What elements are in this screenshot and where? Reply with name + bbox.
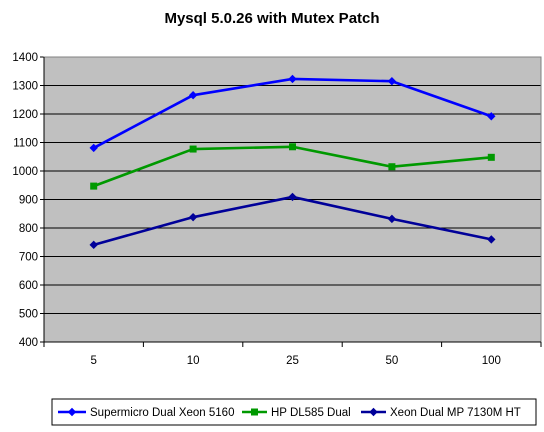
data-point-series-2 xyxy=(90,182,98,190)
legend-marker-3 xyxy=(369,407,378,417)
data-point-series-2 xyxy=(289,143,296,151)
legend-box xyxy=(51,398,537,426)
data-point-series-2 xyxy=(487,153,495,161)
y-tick-label: 1300 xyxy=(12,81,38,93)
y-tick-label: 1200 xyxy=(12,109,38,121)
y-tick-label: 700 xyxy=(19,252,38,264)
plot-area: 400 500 600 700 800 900 1000 1100 1200 1300 1400 5 1… xyxy=(12,52,542,367)
data-point-series-3 xyxy=(487,235,496,244)
y-tick-label: 800 xyxy=(19,223,38,235)
legend-marker-2 xyxy=(251,408,258,416)
y-tick-label: 600 xyxy=(19,280,38,292)
y-tick-label: 900 xyxy=(19,195,38,207)
legend-label-2: HP DL585 Dual xyxy=(271,407,351,419)
y-tick-label: 1400 xyxy=(12,52,38,64)
legend-label-3: Xeon Dual MP 7130M HT xyxy=(390,407,521,419)
x-tick-label: 5 xyxy=(90,355,96,367)
y-tick-label: 1000 xyxy=(12,166,38,178)
legend-label-1: Supermicro Dual Xeon 5160 xyxy=(90,407,234,419)
y-tick-label: 1100 xyxy=(13,138,38,150)
data-point-series-1 xyxy=(387,77,397,86)
x-tick-label: 25 xyxy=(286,355,299,367)
data-point-series-2 xyxy=(388,163,396,171)
data-point-series-3 xyxy=(387,214,397,224)
data-point-series-1 xyxy=(89,143,98,153)
data-point-series-1 xyxy=(487,112,496,121)
y-tick-label: 400 xyxy=(19,337,38,349)
x-tick-label: 100 xyxy=(482,355,501,367)
legend: Supermicro Dual Xeon 5160 HP DL585 Dual Xe… xyxy=(51,398,537,426)
y-tick-label: 500 xyxy=(19,309,38,321)
data-point-series-3 xyxy=(288,192,297,202)
chart-title: Mysql 5.0.26 with Mutex Patch xyxy=(164,10,379,27)
data-point-series-1 xyxy=(288,74,297,84)
data-point-series-1 xyxy=(188,90,198,100)
data-point-series-3 xyxy=(89,240,98,250)
data-point-series-3 xyxy=(188,212,198,222)
x-tick-label: 10 xyxy=(187,355,200,367)
legend-marker-1 xyxy=(67,407,77,417)
x-tick-label: 50 xyxy=(386,355,399,367)
data-point-series-2 xyxy=(189,145,197,153)
